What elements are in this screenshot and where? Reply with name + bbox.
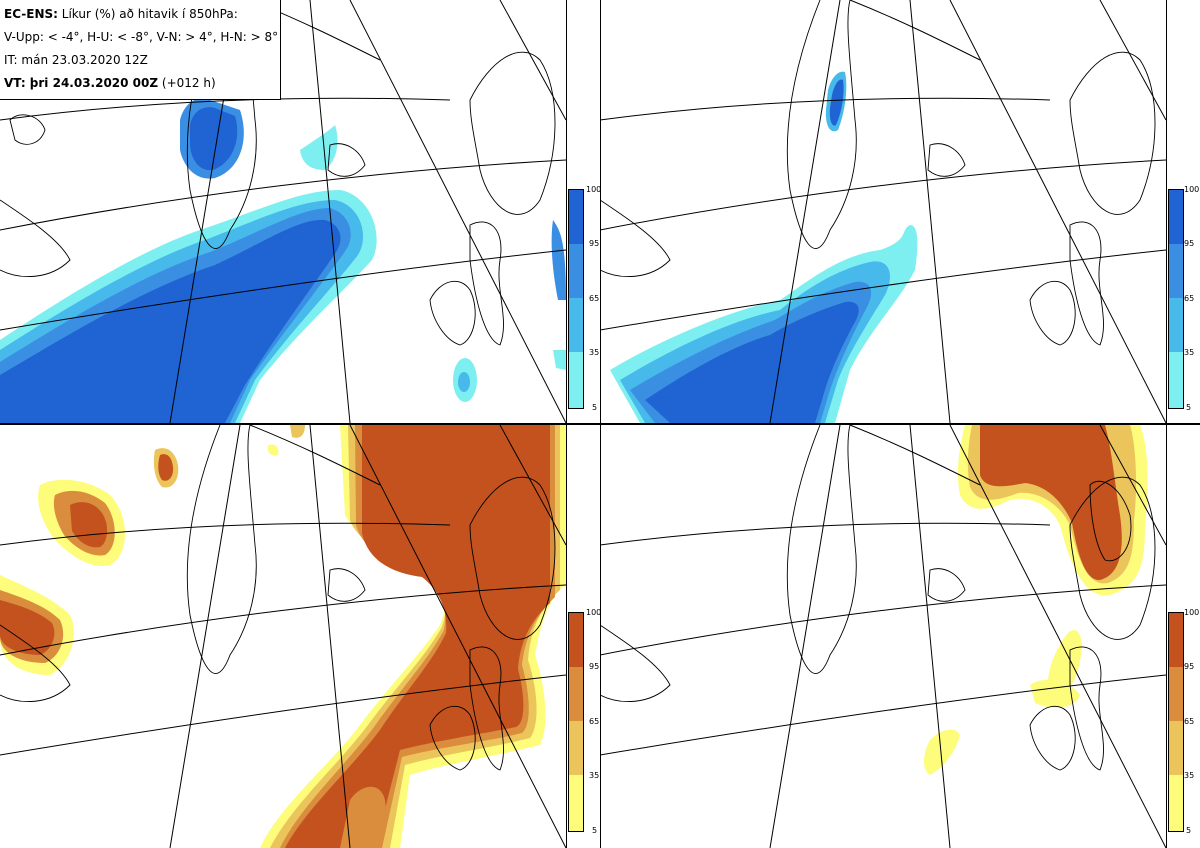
coastlines xyxy=(600,0,1156,346)
probability-field xyxy=(0,98,566,423)
cb-tick: 95 xyxy=(589,662,600,671)
cb-tick: 100 xyxy=(586,608,602,617)
header-title-bold: EC-ENS: xyxy=(4,7,58,21)
cb-tick: 35 xyxy=(1184,348,1195,357)
header-valid-time-line: VT: þri 24.03.2020 00Z (+012 h) xyxy=(4,72,276,95)
colorbar-cold-right xyxy=(1168,189,1184,409)
vertical-separator-edge xyxy=(1166,0,1167,848)
probability-field xyxy=(610,71,918,423)
header-valid-time-rest: (+012 h) xyxy=(158,76,216,90)
cb-tick: 95 xyxy=(1184,662,1195,671)
header-title-line: EC-ENS: Líkur (%) að hitavik í 850hPa: xyxy=(4,3,276,26)
cb-tick: 5 xyxy=(592,826,598,835)
colorbar-warm-right xyxy=(1168,612,1184,832)
graticule xyxy=(0,0,566,423)
cb-tick: 35 xyxy=(589,771,600,780)
map-panel-top-left xyxy=(0,0,566,423)
cb-tick: 65 xyxy=(589,294,600,303)
graticule xyxy=(0,425,566,848)
cb-tick: 35 xyxy=(589,348,600,357)
map-panel-bottom-left xyxy=(0,425,566,848)
vertical-separator-right xyxy=(600,0,601,848)
cb-tick: 100 xyxy=(1184,608,1200,617)
header-valid-time-bold: VT: þri 24.03.2020 00Z xyxy=(4,76,159,90)
cb-tick: 95 xyxy=(1184,239,1195,248)
map-panel-bottom-right xyxy=(600,425,1166,848)
map-header: EC-ENS: Líkur (%) að hitavik í 850hPa: V… xyxy=(0,0,281,100)
colorbar-cold-left xyxy=(568,189,584,409)
graticule xyxy=(600,0,1166,423)
vertical-separator-left xyxy=(566,0,567,848)
cb-tick: 5 xyxy=(1186,403,1192,412)
probability-field xyxy=(0,425,566,848)
cb-tick: 65 xyxy=(1184,717,1195,726)
graticule xyxy=(600,425,1166,848)
cb-tick: 95 xyxy=(589,239,600,248)
coastlines xyxy=(0,425,556,771)
map-panel-top-right xyxy=(600,0,1166,423)
cb-tick: 5 xyxy=(1186,826,1192,835)
cb-tick: 35 xyxy=(1184,771,1195,780)
probability-field xyxy=(924,425,1148,775)
header-title-rest: Líkur (%) að hitavik í 850hPa: xyxy=(57,7,238,21)
cb-tick: 100 xyxy=(1184,185,1200,194)
colorbar-warm-left xyxy=(568,612,584,832)
cb-tick: 5 xyxy=(592,403,598,412)
cb-tick: 65 xyxy=(589,717,600,726)
cb-tick: 100 xyxy=(586,185,602,194)
header-init-time: IT: mán 23.03.2020 12Z xyxy=(4,53,148,67)
coastlines xyxy=(600,425,1156,771)
cb-tick: 65 xyxy=(1184,294,1195,303)
header-legend-line: V-Upp: < -4°, H-U: < -8°, V-N: > 4°, H-N… xyxy=(4,30,279,44)
